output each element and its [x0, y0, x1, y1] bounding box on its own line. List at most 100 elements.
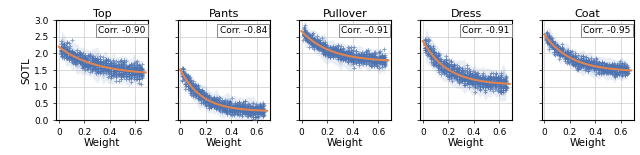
- Point: [188, 87, 198, 89]
- Point: [126, 63, 136, 65]
- Point: [346, 51, 356, 54]
- Point: [364, 59, 374, 61]
- Point: [498, 86, 508, 89]
- Point: [451, 72, 461, 75]
- Point: [95, 63, 106, 65]
- Point: [420, 44, 431, 46]
- Point: [299, 34, 309, 36]
- Point: [377, 65, 387, 68]
- Point: [127, 71, 137, 73]
- Point: [449, 67, 460, 69]
- Point: [433, 65, 444, 68]
- Point: [557, 47, 568, 49]
- Point: [420, 49, 430, 51]
- Point: [131, 66, 141, 68]
- Point: [244, 112, 255, 114]
- Point: [206, 105, 216, 107]
- Point: [85, 63, 95, 65]
- Point: [379, 55, 389, 58]
- Point: [257, 110, 268, 113]
- Point: [549, 51, 559, 54]
- Point: [186, 79, 196, 82]
- Point: [95, 71, 106, 74]
- Point: [186, 86, 196, 89]
- Point: [370, 55, 380, 58]
- Point: [230, 102, 240, 104]
- Point: [485, 76, 495, 78]
- Point: [137, 63, 147, 65]
- Point: [361, 56, 371, 58]
- Point: [196, 95, 207, 97]
- Point: [444, 59, 454, 61]
- Point: [541, 38, 552, 40]
- Point: [340, 55, 350, 58]
- Point: [459, 75, 469, 78]
- Point: [379, 62, 389, 65]
- Point: [493, 83, 504, 85]
- Point: [377, 61, 387, 64]
- Point: [67, 53, 77, 56]
- Point: [602, 70, 612, 73]
- Point: [336, 57, 346, 59]
- Point: [111, 68, 121, 71]
- Point: [312, 43, 322, 45]
- Point: [588, 63, 598, 66]
- Point: [232, 113, 243, 115]
- Point: [361, 51, 371, 53]
- Point: [602, 68, 612, 70]
- Point: [338, 59, 348, 61]
- Point: [346, 53, 356, 55]
- Point: [103, 69, 113, 72]
- Point: [467, 79, 477, 81]
- Point: [485, 81, 495, 84]
- Point: [485, 75, 495, 78]
- Point: [480, 88, 490, 91]
- Point: [198, 95, 208, 97]
- Point: [467, 77, 477, 80]
- Point: [193, 93, 203, 95]
- Point: [581, 68, 591, 70]
- Point: [98, 67, 108, 70]
- Point: [570, 58, 580, 61]
- Point: [92, 57, 102, 60]
- Point: [479, 82, 490, 84]
- Point: [89, 59, 99, 62]
- Point: [333, 49, 343, 51]
- Point: [346, 59, 356, 61]
- Point: [211, 108, 221, 111]
- Point: [79, 66, 90, 68]
- Point: [307, 44, 317, 46]
- Point: [593, 64, 604, 67]
- Point: [99, 65, 109, 67]
- Point: [555, 50, 565, 52]
- Point: [500, 78, 511, 80]
- Point: [88, 58, 98, 61]
- Point: [606, 70, 616, 72]
- Point: [74, 59, 84, 62]
- Point: [353, 64, 364, 66]
- Point: [93, 60, 103, 62]
- Point: [193, 84, 203, 87]
- Point: [340, 53, 351, 56]
- Point: [64, 51, 74, 53]
- Point: [570, 55, 580, 58]
- Point: [255, 104, 265, 107]
- Point: [227, 108, 237, 110]
- Point: [585, 62, 595, 65]
- Point: [214, 106, 224, 108]
- Point: [359, 59, 369, 61]
- Point: [240, 111, 250, 113]
- Point: [563, 57, 573, 59]
- Point: [356, 60, 366, 62]
- Point: [547, 46, 557, 48]
- Point: [336, 51, 346, 54]
- Point: [570, 54, 580, 57]
- Point: [307, 40, 317, 42]
- Point: [604, 64, 614, 66]
- Point: [56, 46, 66, 49]
- Point: [580, 69, 591, 71]
- Point: [488, 80, 499, 82]
- Text: Corr. -0.84: Corr. -0.84: [220, 26, 267, 35]
- Point: [62, 50, 72, 53]
- Point: [441, 66, 451, 68]
